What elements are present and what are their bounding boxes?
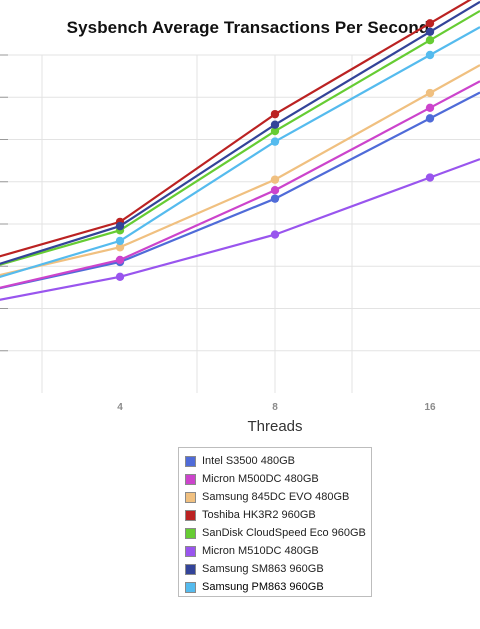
legend-item: Micron M500DC 480GB [185, 470, 371, 488]
legend-item: Micron M510DC 480GB [185, 542, 371, 560]
data-point [270, 230, 280, 239]
legend-swatch [185, 509, 196, 521]
legend-label: Micron M500DC 480GB [202, 473, 319, 485]
legend-label: Toshiba HK3R2 960GB [202, 509, 316, 521]
data-point [115, 255, 125, 265]
series-line [0, 64, 480, 277]
legend-swatch [185, 527, 196, 539]
data-point [270, 109, 280, 119]
data-point [115, 243, 125, 252]
data-point [425, 27, 435, 36]
legend-swatch [185, 455, 196, 467]
legend-swatch [185, 545, 196, 557]
legend-item: Intel S3500 480GB [185, 452, 371, 470]
legend-label: Micron M510DC 480GB [202, 545, 319, 557]
series-line [0, 91, 480, 290]
legend-swatch [185, 473, 196, 485]
data-point [270, 137, 280, 146]
legend-swatch [185, 563, 196, 575]
legend-label: SanDisk CloudSpeed Eco 960GB [202, 527, 366, 539]
legend-item: Samsung PM863 960GB [185, 578, 371, 596]
legend-item: Samsung SM863 960GB [185, 560, 371, 578]
chart-title: Sysbench Average Transactions Per Second [66, 18, 430, 37]
x-tick-label: 8 [272, 402, 278, 413]
data-point [425, 103, 435, 113]
data-point [425, 88, 435, 98]
series-line [0, 80, 480, 289]
x-axis-label: Threads [247, 418, 303, 435]
data-point [425, 36, 435, 45]
data-point [115, 272, 125, 282]
series-line [0, 26, 480, 279]
legend-swatch [185, 491, 196, 503]
x-tick-layer: 4 8 16 [117, 402, 436, 413]
series-layer [0, 0, 480, 301]
data-point [270, 120, 280, 129]
data-point [115, 236, 125, 246]
series-line [0, 158, 480, 301]
data-point [425, 114, 435, 123]
data-point [425, 19, 435, 28]
data-point [270, 186, 280, 195]
legend-label: Samsung 845DC EVO 480GB [202, 491, 350, 503]
series-line [0, 9, 480, 266]
data-point [425, 173, 435, 182]
legend: Intel S3500 480GB Micron M500DC 480GB Sams… [178, 447, 372, 597]
legend-swatch [185, 581, 196, 593]
data-point [270, 194, 280, 203]
x-tick-label: 16 [424, 402, 436, 413]
legend-label: Samsung PM863 960GB [202, 581, 324, 593]
series-line [0, 0, 472, 258]
series-line [0, 0, 480, 265]
legend-item: Samsung 845DC EVO 480GB [185, 488, 371, 506]
data-point [425, 50, 435, 60]
grid-layer [0, 54, 480, 393]
data-point [270, 175, 280, 184]
legend-item: Toshiba HK3R2 960GB [185, 506, 371, 524]
legend-item: SanDisk CloudSpeed Eco 960GB [185, 524, 371, 542]
data-point [115, 221, 125, 231]
data-point [270, 126, 280, 136]
legend-label: Intel S3500 480GB [202, 455, 295, 467]
x-tick-label: 4 [117, 402, 123, 413]
legend-label: Samsung SM863 960GB [202, 563, 324, 575]
